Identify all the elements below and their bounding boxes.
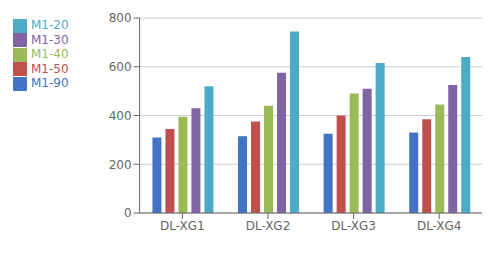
svg-text:800: 800	[109, 11, 132, 25]
svg-text:0: 0	[124, 206, 132, 220]
svg-text:600: 600	[109, 60, 132, 74]
html-text:M1-30: M1-30	[31, 32, 69, 47]
svg-text:DL-XG4: DL-XG4	[417, 219, 462, 233]
svg-text:200: 200	[109, 158, 132, 172]
svg-text:DL-XG3: DL-XG3	[331, 219, 376, 233]
svg-text:DL-XG2: DL-XG2	[246, 219, 291, 233]
html-text:M1-40: M1-40	[31, 47, 69, 61]
svg-text:400: 400	[109, 109, 132, 123]
html-text:M1-20: M1-20	[31, 18, 69, 32]
html-text:M1-90: M1-90	[31, 76, 69, 90]
svg-text:DL-XG1: DL-XG1	[160, 219, 205, 233]
html-text:M1-50: M1-50	[31, 61, 69, 76]
